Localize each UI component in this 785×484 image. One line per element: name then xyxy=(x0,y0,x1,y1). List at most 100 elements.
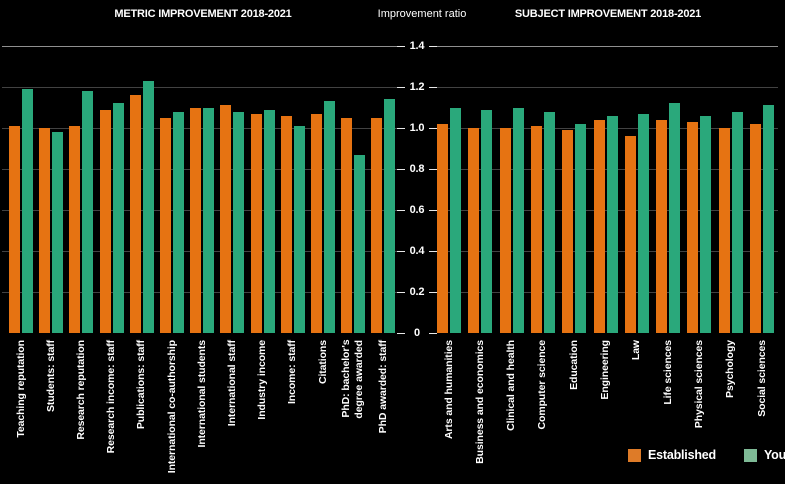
legend: Established Young xyxy=(628,448,785,462)
x-axis-label: Law xyxy=(630,340,643,361)
y-tick-label: 0.8 xyxy=(409,163,425,175)
gridline-1.2-panel0 xyxy=(2,87,398,88)
bar-young-8 xyxy=(700,115,712,333)
bar-established-9 xyxy=(280,115,292,333)
bar-young-3 xyxy=(543,111,555,333)
bar-young-5 xyxy=(173,111,184,333)
legend-label-young: Young xyxy=(763,448,785,462)
x-axis-label: Computer science xyxy=(536,340,549,430)
bar-established-3 xyxy=(99,109,111,333)
bar-established-11 xyxy=(341,117,353,333)
bar-established-0 xyxy=(437,123,448,333)
tick-dash-right xyxy=(429,292,437,293)
bar-established-6 xyxy=(624,136,636,333)
x-axis-label: Teaching reputation xyxy=(14,340,27,438)
bar-established-4 xyxy=(562,130,574,333)
tick-dash-right xyxy=(429,46,437,47)
bar-established-9 xyxy=(718,128,730,333)
gridline-1.4-panel0 xyxy=(2,46,398,47)
tick-dash-right xyxy=(429,210,437,211)
x-axis-label: Education xyxy=(567,340,580,390)
y-tick-label: 0.4 xyxy=(409,245,425,257)
legend-label-established: Established xyxy=(648,448,716,462)
tick-dash-right xyxy=(429,87,437,88)
tick-dash-left xyxy=(397,169,405,170)
bar-established-8 xyxy=(250,113,262,333)
x-axis-label: Physical sciences xyxy=(692,340,705,429)
tick-dash-right xyxy=(429,169,437,170)
young-swatch-icon xyxy=(743,448,757,462)
y-tick-label: 0 xyxy=(414,327,420,339)
x-axis-label: Students: staff xyxy=(44,340,57,413)
x-axis-label: Life sciences xyxy=(661,340,674,405)
bar-young-4 xyxy=(142,80,154,333)
legend-item-young: Young xyxy=(743,448,785,462)
bar-young-1 xyxy=(481,109,493,333)
x-axis-label: PhD awarded: staff xyxy=(376,340,389,434)
bar-young-10 xyxy=(324,101,335,333)
bar-young-9 xyxy=(731,111,743,333)
bar-young-12 xyxy=(384,99,396,333)
bar-young-5 xyxy=(606,115,618,333)
x-axis-label: Psychology xyxy=(724,340,737,398)
y-tick-label: 0.2 xyxy=(409,286,425,298)
y-tick-label: 1.0 xyxy=(409,122,425,134)
bar-young-6 xyxy=(203,107,215,333)
bar-established-1 xyxy=(39,128,51,333)
tick-dash-left xyxy=(397,46,405,47)
bar-established-10 xyxy=(750,123,761,333)
bar-young-2 xyxy=(82,91,94,333)
y-tick-label: 1.4 xyxy=(409,40,425,52)
x-axis-label: Research income: staff xyxy=(105,340,118,454)
tick-dash-left xyxy=(397,333,405,334)
x-axis-label: International co-authorship xyxy=(165,340,178,474)
bar-established-12 xyxy=(371,117,383,333)
bar-established-5 xyxy=(593,119,605,333)
y-tick-label: 1.2 xyxy=(409,81,425,93)
bar-established-6 xyxy=(190,107,202,333)
tick-dash-left xyxy=(397,128,405,129)
bar-young-0 xyxy=(450,107,461,333)
x-axis-label: International staff xyxy=(225,340,238,427)
bar-young-7 xyxy=(233,111,245,333)
tick-dash-left xyxy=(397,210,405,211)
x-axis-label: International students xyxy=(195,340,208,448)
x-axis-label: Engineering xyxy=(599,340,611,400)
bar-established-3 xyxy=(530,125,542,333)
bar-established-10 xyxy=(311,113,322,333)
bar-established-2 xyxy=(69,125,81,333)
x-axis-label: Social sciences xyxy=(755,340,768,417)
bar-young-11 xyxy=(354,154,366,333)
tick-dash-right xyxy=(429,333,437,334)
bar-young-8 xyxy=(263,109,275,333)
bar-established-1 xyxy=(468,128,480,333)
x-axis-label: Citations xyxy=(316,340,329,385)
y-axis-title: Improvement ratio xyxy=(377,8,467,20)
bar-young-1 xyxy=(52,132,64,333)
y-tick-label: 0.6 xyxy=(409,204,425,216)
bar-established-8 xyxy=(687,121,699,333)
bar-established-4 xyxy=(129,95,141,333)
bar-young-4 xyxy=(575,123,587,333)
bar-young-9 xyxy=(293,125,305,333)
x-axis-label: Business and economics xyxy=(473,340,486,464)
bar-young-0 xyxy=(22,89,33,333)
x-axis-label-cell: PhD awarded: staff xyxy=(362,340,404,482)
right-panel-title: SUBJECT IMPROVEMENT 2018-2021 xyxy=(514,8,702,20)
bar-young-7 xyxy=(669,103,681,333)
x-axis-label: Arts and humanities xyxy=(442,340,455,440)
bar-young-10 xyxy=(763,105,774,333)
bar-young-3 xyxy=(112,103,124,333)
tick-dash-left xyxy=(397,292,405,293)
bar-established-5 xyxy=(160,117,171,333)
legend-item-established: Established xyxy=(628,448,716,462)
x-axis-label: Clinical and health xyxy=(505,340,518,431)
tick-dash-left xyxy=(397,251,405,252)
bar-established-0 xyxy=(9,125,20,333)
tick-dash-right xyxy=(429,251,437,252)
x-axis-label: Industry income xyxy=(256,340,269,420)
established-swatch-icon xyxy=(628,448,641,462)
gridline-1.2-panel1 xyxy=(435,87,778,88)
bar-young-2 xyxy=(512,107,524,333)
